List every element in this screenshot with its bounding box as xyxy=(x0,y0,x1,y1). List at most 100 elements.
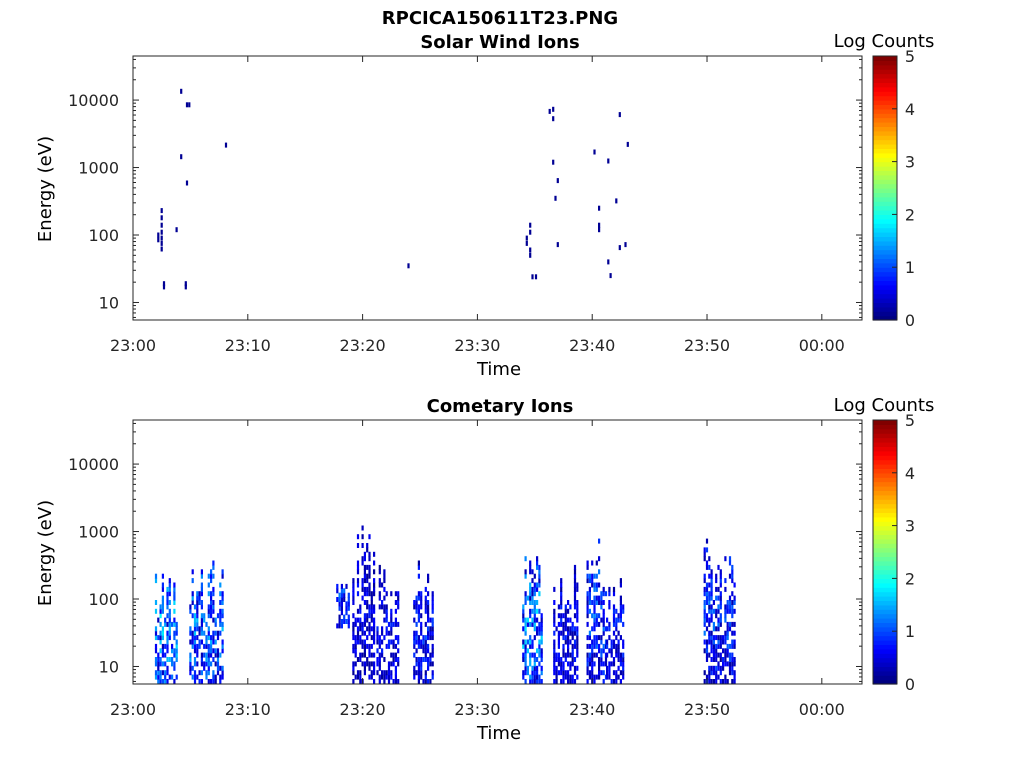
data-cell xyxy=(373,639,376,645)
data-cell xyxy=(569,630,572,636)
data-cell xyxy=(571,679,574,684)
data-cell xyxy=(422,643,425,649)
data-cell xyxy=(524,643,527,649)
data-cell xyxy=(567,600,570,605)
data-cell xyxy=(536,617,539,623)
data-cell xyxy=(191,613,194,619)
data-cell xyxy=(159,639,162,645)
data-cell xyxy=(368,674,371,680)
data-cell xyxy=(422,648,425,654)
data-cell xyxy=(598,538,601,544)
data-cell xyxy=(368,556,371,562)
data-cell xyxy=(562,613,565,619)
data-cell xyxy=(593,661,596,667)
data-cell xyxy=(168,582,171,588)
data-cell xyxy=(576,600,579,605)
y-axis-label: Energy (eV) xyxy=(35,500,56,606)
data-cell xyxy=(390,670,393,676)
data-cell xyxy=(598,648,601,654)
data-cell xyxy=(562,670,565,676)
data-cell xyxy=(705,643,709,649)
colorbar-tick-label: 2 xyxy=(905,205,915,224)
data-cell xyxy=(417,608,420,614)
data-cell xyxy=(593,674,596,680)
data-cell xyxy=(536,670,539,676)
data-cell xyxy=(175,626,178,632)
data-cell xyxy=(703,679,706,684)
data-cell xyxy=(731,679,734,684)
colorbar-segment xyxy=(873,450,897,456)
data-cell xyxy=(385,591,388,597)
colorbar-segment xyxy=(873,108,897,114)
colorbar-segment xyxy=(873,258,897,264)
data-cell xyxy=(606,643,609,649)
data-cell xyxy=(731,657,734,662)
data-cell xyxy=(593,626,596,632)
data-cell xyxy=(356,534,360,540)
data-cell xyxy=(731,600,734,605)
data-cell xyxy=(522,617,525,623)
data-cell xyxy=(593,149,596,155)
data-cell xyxy=(536,630,539,636)
colorbar-segment xyxy=(873,306,897,312)
data-cell xyxy=(198,670,201,676)
data-cell xyxy=(591,665,594,671)
data-cell xyxy=(383,657,386,662)
data-cell xyxy=(538,591,541,597)
colorbar-label: Log Counts xyxy=(834,395,935,416)
data-cell xyxy=(207,604,210,610)
data-cell xyxy=(216,652,220,658)
data-cell xyxy=(588,657,591,662)
data-cell xyxy=(205,643,208,649)
data-cell xyxy=(604,591,608,597)
data-cell xyxy=(602,626,605,632)
colorbar-segment xyxy=(873,315,897,321)
colorbar-segment xyxy=(873,622,897,628)
data-cell xyxy=(340,619,343,624)
colorbar-segment xyxy=(873,494,897,500)
data-cell xyxy=(397,591,400,597)
data-cell xyxy=(531,274,534,280)
data-cell xyxy=(378,564,381,570)
data-cell xyxy=(154,608,158,614)
data-cell xyxy=(529,229,532,235)
data-cell xyxy=(210,648,213,654)
data-cell xyxy=(370,661,373,667)
data-cell xyxy=(431,595,434,601)
data-cell xyxy=(576,643,579,649)
data-cell xyxy=(157,232,160,238)
data-cell xyxy=(607,259,610,265)
data-cell xyxy=(431,643,434,649)
data-cell xyxy=(166,635,169,641)
data-cell xyxy=(352,578,355,584)
data-cell xyxy=(159,630,162,636)
data-cell xyxy=(361,534,364,540)
colorbar-segment xyxy=(873,587,897,593)
x-tick-label: 23:40 xyxy=(569,336,615,355)
data-cell xyxy=(415,670,418,676)
data-cell xyxy=(598,222,601,228)
data-cell xyxy=(210,578,213,584)
data-cell xyxy=(536,586,539,592)
data-cell xyxy=(203,643,206,649)
data-cell xyxy=(191,578,194,584)
data-cell xyxy=(588,630,591,636)
data-cell xyxy=(207,679,210,684)
colorbar-segment xyxy=(873,174,897,180)
data-cell xyxy=(413,635,416,641)
data-cell xyxy=(173,652,176,658)
data-cell xyxy=(363,639,366,645)
data-cell xyxy=(703,600,706,605)
data-cell xyxy=(363,670,366,676)
data-cell xyxy=(345,610,348,616)
data-cell xyxy=(622,608,625,614)
colorbar-segment xyxy=(873,95,897,101)
data-cell xyxy=(417,564,420,570)
data-cell xyxy=(390,617,393,623)
data-cell xyxy=(154,643,158,649)
data-cell xyxy=(595,595,598,601)
data-cell xyxy=(710,569,713,575)
colorbar-segment xyxy=(873,254,897,259)
data-cell xyxy=(591,670,594,676)
data-cell xyxy=(378,578,381,584)
